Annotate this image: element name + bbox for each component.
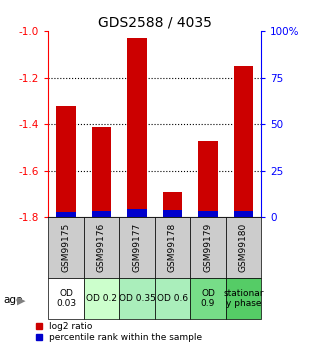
Text: OD 0.2: OD 0.2 [86,294,117,303]
Bar [226,278,261,319]
Text: ▶: ▶ [17,295,26,305]
Text: OD 0.6: OD 0.6 [157,294,188,303]
Bar [198,140,218,217]
Text: GSM99178: GSM99178 [168,223,177,272]
Text: GSM99179: GSM99179 [203,223,212,272]
Bar [92,127,111,217]
Bar [56,212,76,217]
Bar [163,210,182,217]
Text: stationar
y phase: stationar y phase [223,289,264,308]
Bar [198,211,218,217]
Bar [48,217,84,278]
Title: GDS2588 / 4035: GDS2588 / 4035 [98,16,212,30]
Bar [84,278,119,319]
Bar [226,217,261,278]
Bar [155,278,190,319]
Bar [119,217,155,278]
Bar [190,278,226,319]
Text: OD 0.35: OD 0.35 [118,294,156,303]
Bar [92,211,111,217]
Text: GSM99180: GSM99180 [239,223,248,272]
Bar [234,211,253,217]
Bar [155,217,190,278]
Bar [84,217,119,278]
Text: GSM99177: GSM99177 [132,223,142,272]
Bar [119,278,155,319]
Text: OD
0.9: OD 0.9 [201,289,215,308]
Bar [48,278,84,319]
Bar [163,192,182,217]
Text: GSM99175: GSM99175 [62,223,71,272]
Text: age: age [3,295,22,305]
Legend: log2 ratio, percentile rank within the sample: log2 ratio, percentile rank within the s… [36,322,202,342]
Bar [127,209,147,217]
Bar [127,38,147,217]
Bar [234,66,253,217]
Bar [56,106,76,217]
Text: OD
0.03: OD 0.03 [56,289,76,308]
Bar [190,217,226,278]
Text: GSM99176: GSM99176 [97,223,106,272]
